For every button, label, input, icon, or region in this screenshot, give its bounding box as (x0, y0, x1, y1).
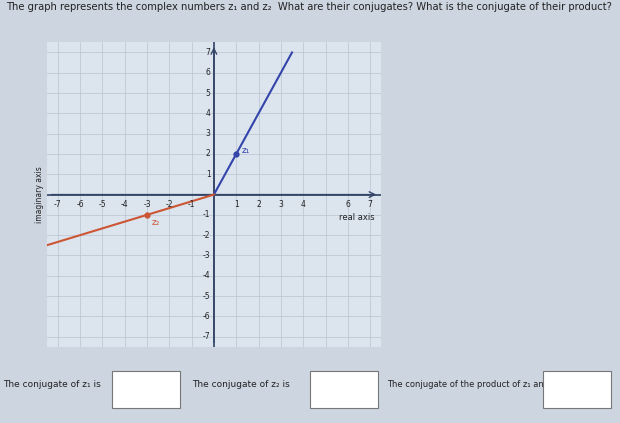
Text: ▾: ▾ (602, 379, 607, 390)
Text: The graph represents the complex numbers z₁ and z₂  What are their conjugates? W: The graph represents the complex numbers… (6, 2, 612, 12)
Text: -7: -7 (54, 200, 61, 209)
Text: -5: -5 (99, 200, 106, 209)
FancyBboxPatch shape (112, 371, 180, 408)
Text: -6: -6 (76, 200, 84, 209)
Text: -1: -1 (203, 210, 211, 220)
Text: 4: 4 (301, 200, 306, 209)
Text: imaginary axis: imaginary axis (35, 166, 44, 223)
Text: -4: -4 (121, 200, 128, 209)
Text: real axis: real axis (339, 213, 374, 222)
Text: 7: 7 (206, 48, 211, 57)
Text: The conjugate of the product of z₁ and z₂ is: The conjugate of the product of z₁ and z… (388, 380, 569, 389)
Text: 2: 2 (206, 149, 211, 159)
Text: The conjugate of z₁ is: The conjugate of z₁ is (3, 380, 101, 389)
Text: -7: -7 (203, 332, 211, 341)
Text: 4: 4 (206, 109, 211, 118)
FancyBboxPatch shape (542, 371, 611, 408)
Text: -3: -3 (203, 251, 211, 260)
Text: -1: -1 (188, 200, 195, 209)
Text: 6: 6 (345, 200, 350, 209)
Text: -2: -2 (166, 200, 173, 209)
Text: z₁: z₁ (242, 146, 250, 155)
Text: 3: 3 (206, 129, 211, 138)
Text: 2: 2 (256, 200, 261, 209)
Text: -2: -2 (203, 231, 211, 240)
Text: 1: 1 (206, 170, 211, 179)
Text: 6: 6 (206, 68, 211, 77)
Text: 3: 3 (278, 200, 283, 209)
FancyBboxPatch shape (310, 371, 378, 408)
Text: The conjugate of z₂ is: The conjugate of z₂ is (192, 380, 290, 389)
Text: -5: -5 (203, 291, 211, 301)
Text: 7: 7 (368, 200, 373, 209)
Text: 5: 5 (206, 88, 211, 98)
Text: -3: -3 (143, 200, 151, 209)
Text: -6: -6 (203, 312, 211, 321)
Text: z₂: z₂ (151, 218, 160, 227)
Text: -4: -4 (203, 271, 211, 280)
Text: 1: 1 (234, 200, 239, 209)
Text: ▾: ▾ (174, 379, 179, 390)
Text: ▾: ▾ (373, 379, 378, 390)
